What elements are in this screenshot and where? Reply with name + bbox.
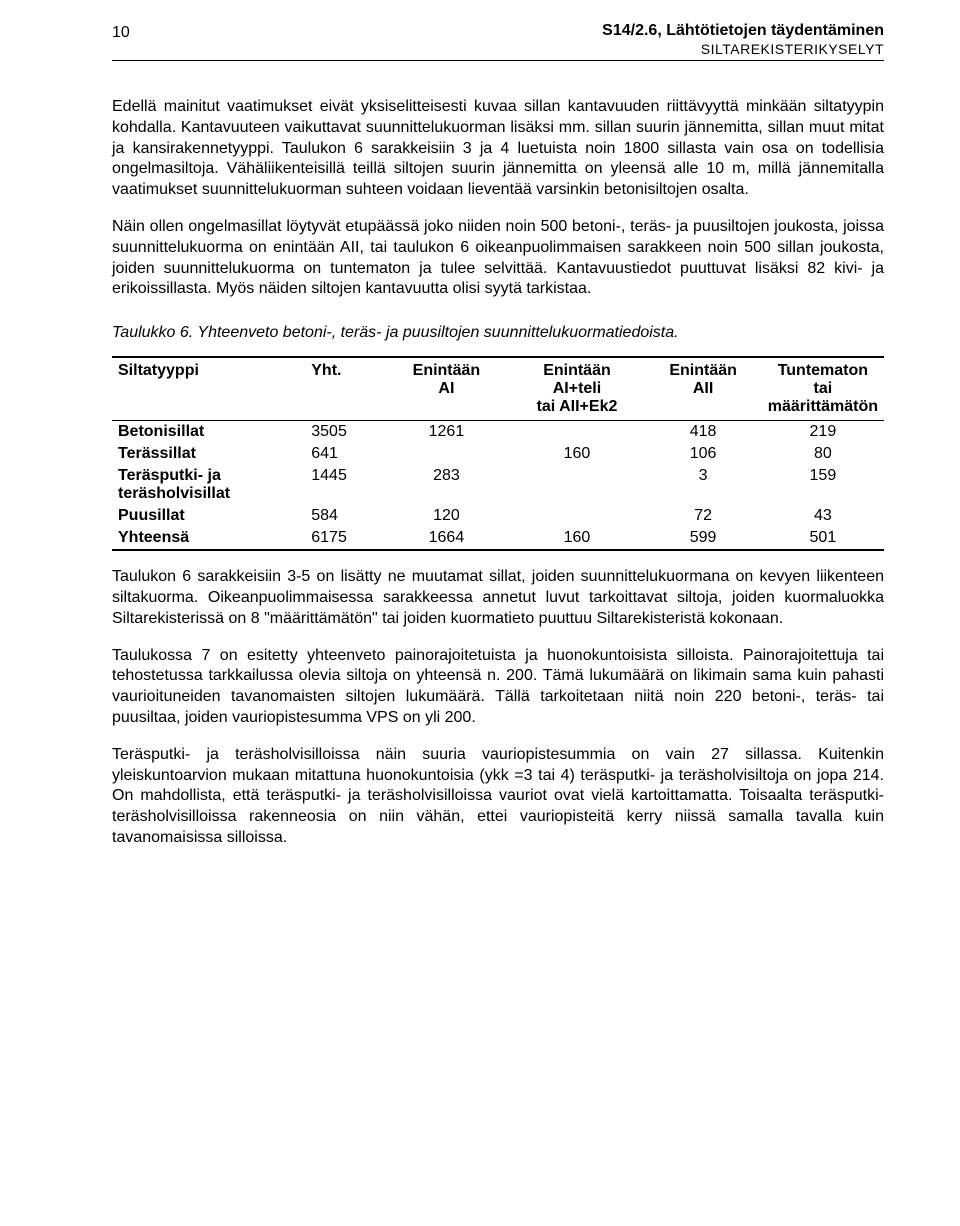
- table-head: Siltatyyppi Yht. Enintään AI Enintään AI…: [112, 357, 884, 421]
- col-header-text: tai AII+Ek2: [537, 398, 618, 415]
- col-header-text: Enintään: [543, 362, 611, 379]
- paragraph: Teräsputki- ja teräsholvisilloissa näin …: [112, 745, 884, 849]
- col-header-text: Tuntematon tai: [778, 362, 868, 397]
- cell-a: 283: [383, 465, 509, 505]
- col-header-unknown: Tuntematon tai määrittämätön: [762, 357, 884, 421]
- col-header-aiteli: Enintään AI+teli tai AII+Ek2: [509, 357, 644, 421]
- paragraph: Taulukon 6 sarakkeisiin 3-5 on lisätty n…: [112, 567, 884, 629]
- cell-b: [509, 421, 644, 444]
- cell-d: 43: [762, 505, 884, 527]
- cell-yht: 641: [305, 443, 383, 465]
- col-header-text: määrittämätön: [768, 398, 878, 415]
- cell-yht: 1445: [305, 465, 383, 505]
- paragraph: Edellä mainitut vaatimukset eivät yksise…: [112, 97, 884, 201]
- cell-c: 106: [644, 443, 761, 465]
- cell-yht: 6175: [305, 527, 383, 550]
- cell-a: [383, 443, 509, 465]
- header-title: S14/2.6, Lähtötietojen täydentäminen: [602, 22, 884, 40]
- cell-d: 501: [762, 527, 884, 550]
- col-header-text: AI: [438, 380, 454, 397]
- col-header-aii: Enintään AII: [644, 357, 761, 421]
- header-right: S14/2.6, Lähtötietojen täydentäminen SIL…: [602, 22, 884, 57]
- cell-b: [509, 505, 644, 527]
- paragraph: Näin ollen ongelmasillat löytyvät etupää…: [112, 217, 884, 300]
- col-header-type: Siltatyyppi: [112, 357, 305, 421]
- cell-b: 160: [509, 443, 644, 465]
- col-header-text: AI+teli: [553, 380, 601, 397]
- cell-c: 3: [644, 465, 761, 505]
- paragraph: Taulukossa 7 on esitetty yhteenveto pain…: [112, 646, 884, 729]
- cell-type: Betonisillat: [112, 421, 305, 444]
- cell-type: Puusillat: [112, 505, 305, 527]
- cell-yht: 3505: [305, 421, 383, 444]
- table-row: Puusillat 584 120 72 43: [112, 505, 884, 527]
- cell-a: 120: [383, 505, 509, 527]
- cell-c: 418: [644, 421, 761, 444]
- col-header-yht: Yht.: [305, 357, 383, 421]
- col-header-text: Enintään: [413, 362, 481, 379]
- cell-a: 1261: [383, 421, 509, 444]
- cell-a: 1664: [383, 527, 509, 550]
- table-row-total: Yhteensä 6175 1664 160 599 501: [112, 527, 884, 550]
- page-number: 10: [112, 22, 130, 42]
- cell-d: 80: [762, 443, 884, 465]
- data-table: Siltatyyppi Yht. Enintään AI Enintään AI…: [112, 356, 884, 551]
- page: 10 S14/2.6, Lähtötietojen täydentäminen …: [0, 0, 960, 1226]
- header-subtitle: SILTAREKISTERIKYSELYT: [602, 41, 884, 57]
- cell-c: 599: [644, 527, 761, 550]
- table-caption: Taulukko 6. Yhteenveto betoni-, teräs- j…: [112, 324, 884, 342]
- cell-d: 159: [762, 465, 884, 505]
- cell-type: Teräsputki- ja teräsholvisillat: [112, 465, 305, 505]
- table-body: Betonisillat 3505 1261 418 219 Terässill…: [112, 421, 884, 551]
- page-header: 10 S14/2.6, Lähtötietojen täydentäminen …: [112, 22, 884, 57]
- col-header-text: Enintään: [669, 362, 737, 379]
- cell-yht: 584: [305, 505, 383, 527]
- table-row: Terässillat 641 160 106 80: [112, 443, 884, 465]
- table-row: Teräsputki- ja teräsholvisillat 1445 283…: [112, 465, 884, 505]
- table-row: Betonisillat 3505 1261 418 219: [112, 421, 884, 444]
- header-rule: [112, 60, 884, 61]
- col-header-text: AII: [693, 380, 713, 397]
- cell-type: Terässillat: [112, 443, 305, 465]
- cell-type: Yhteensä: [112, 527, 305, 550]
- cell-d: 219: [762, 421, 884, 444]
- col-header-ai: Enintään AI: [383, 357, 509, 421]
- table-header-row: Siltatyyppi Yht. Enintään AI Enintään AI…: [112, 357, 884, 421]
- cell-c: 72: [644, 505, 761, 527]
- cell-b: 160: [509, 527, 644, 550]
- cell-b: [509, 465, 644, 505]
